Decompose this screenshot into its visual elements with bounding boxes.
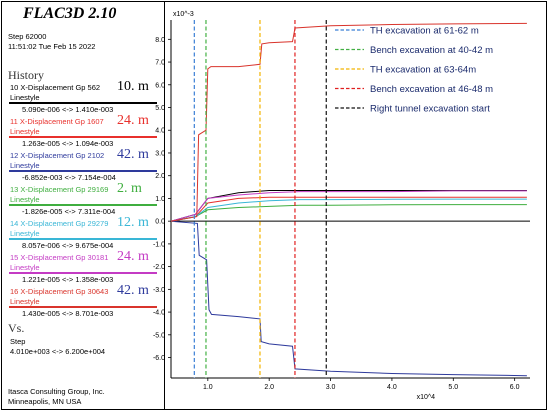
history-line-sample [9,136,157,138]
history-line-sample [9,306,157,308]
legend-label: Right tunnel excavation start [370,104,490,115]
linestyle-label: Linestyle [10,93,40,102]
y-tick-label: 5.0 [155,105,165,112]
linestyle-label: Linestyle [10,229,40,238]
history-label: 16 X-Displacement Gp 30643 [10,287,109,296]
x-tick-label: 1.0 [203,384,213,391]
y-tick-label: -3.0 [153,287,165,294]
y-tick-label: 4.0 [155,128,165,135]
series-line [170,204,527,222]
series-line [170,196,527,222]
series-line [170,22,527,222]
series-line [170,190,527,222]
history-range: 1.430e-005 <-> 8.701e-003 [22,309,114,318]
x-tick-label: 4.0 [387,384,397,391]
legend-label: Bench excavation at 46-48 m [370,84,493,95]
y-tick-label: -6.0 [153,355,165,362]
linestyle-label: Linestyle [10,127,40,136]
legend-group: TH excavation at 61-62 m Bench excavation… [335,26,493,115]
distance-annotation: 42. m [117,147,149,162]
distance-annotation: 24. m [117,113,149,128]
series-group [170,22,527,377]
history-header: History [8,68,44,82]
y-tick-label: -2.0 [153,264,165,271]
history-line-sample [9,170,157,172]
distance-annotation: 24. m [117,249,149,264]
history-line-sample [9,204,157,206]
event-lines-group [193,20,327,378]
company-name: Itasca Consulting Group, Inc. [8,387,105,396]
distance-annotation: 10. m [117,79,149,94]
series-line [170,198,527,222]
history-label: 15 X-Displacement Gp 30181 [10,253,109,262]
legend-label: Bench excavation at 40-42 m [370,45,493,56]
history-label: 12 X-Displacement Gp 2102 [10,151,105,160]
distance-annotation: 12. m [117,215,149,230]
history-range: 1.263e-005 <-> 1.094e-003 [22,139,114,148]
axes-group: x10^-3 x10^4 8.0 7.0 6.0 5.0 4.0 3.0 2.0 1.0 0.0 -1… [153,11,530,401]
y-tick-label: -1.0 [153,241,165,248]
y-tick-label: -4.0 [153,310,165,317]
y-tick-label: 6.0 [155,82,165,89]
y-tick-label: 1.0 [155,196,165,203]
x-tick-label: 3.0 [326,384,336,391]
history-range: -1.826e-005 <-> 7.311e-004 [22,207,116,216]
x-tick-label: 6.0 [510,384,520,391]
vs-range: 4.010e+003 <-> 6.200e+004 [10,347,106,356]
series-line [170,190,527,222]
linestyle-label: Linestyle [10,161,40,170]
history-label: 14 X-Displacement Gp 29279 [10,219,109,228]
timestamp: 11:51:02 Tue Feb 15 2022 [8,42,96,51]
company-location: Minneapolis, MN USA [8,397,82,406]
distance-annotation: 42. m [117,283,149,298]
y-tick-label: 8.0 [155,37,165,44]
y-tick-label: 0.0 [155,219,165,226]
vs-label: Vs. [8,321,25,335]
x-tick-label: 5.0 [448,384,458,391]
series-line [170,220,527,377]
history-line-sample [9,238,157,240]
history-label: 10 X-Displacement Gp 562 [10,83,101,92]
y-tick-label: 3.0 [155,150,165,157]
history-label: 13 X-Displacement Gp 29169 [10,185,109,194]
vs-step-label: Step [10,337,26,346]
x-multiplier-label: x10^4 [417,394,436,401]
y-tick-label: -5.0 [153,332,165,339]
history-label: 11 X-Displacement Gp 1607 [10,117,104,126]
history-line-sample [9,102,157,104]
y-tick-label: 2.0 [155,173,165,180]
y-multiplier-label: x10^-3 [173,11,194,18]
step-label: Step 62000 [8,32,47,41]
history-range: 8.057e-006 <-> 9.675e-004 [22,241,114,250]
history-legend-panel: FLAC3D 2.10 Step 62000 11:51:02 Tue Feb … [1,1,165,410]
x-tick-label: 2.0 [264,384,274,391]
history-range: 1.221e-005 <-> 1.358e-003 [22,275,114,284]
history-range: 5.090e-006 <-> 1.410e-003 [22,105,114,114]
legend-label: TH excavation at 63-64m [370,65,476,76]
linestyle-label: Linestyle [10,263,40,272]
app-title: FLAC3D 2.10 [23,5,117,22]
linestyle-label: Linestyle [10,195,40,204]
linestyle-label: Linestyle [10,297,40,306]
history-line-sample [9,272,157,274]
y-tick-label: 7.0 [155,60,165,67]
history-range: -6.852e-003 <-> 7.154e-004 [22,173,116,182]
legend-label: TH excavation at 61-62 m [370,26,479,37]
distance-annotation: 2. m [117,181,142,196]
